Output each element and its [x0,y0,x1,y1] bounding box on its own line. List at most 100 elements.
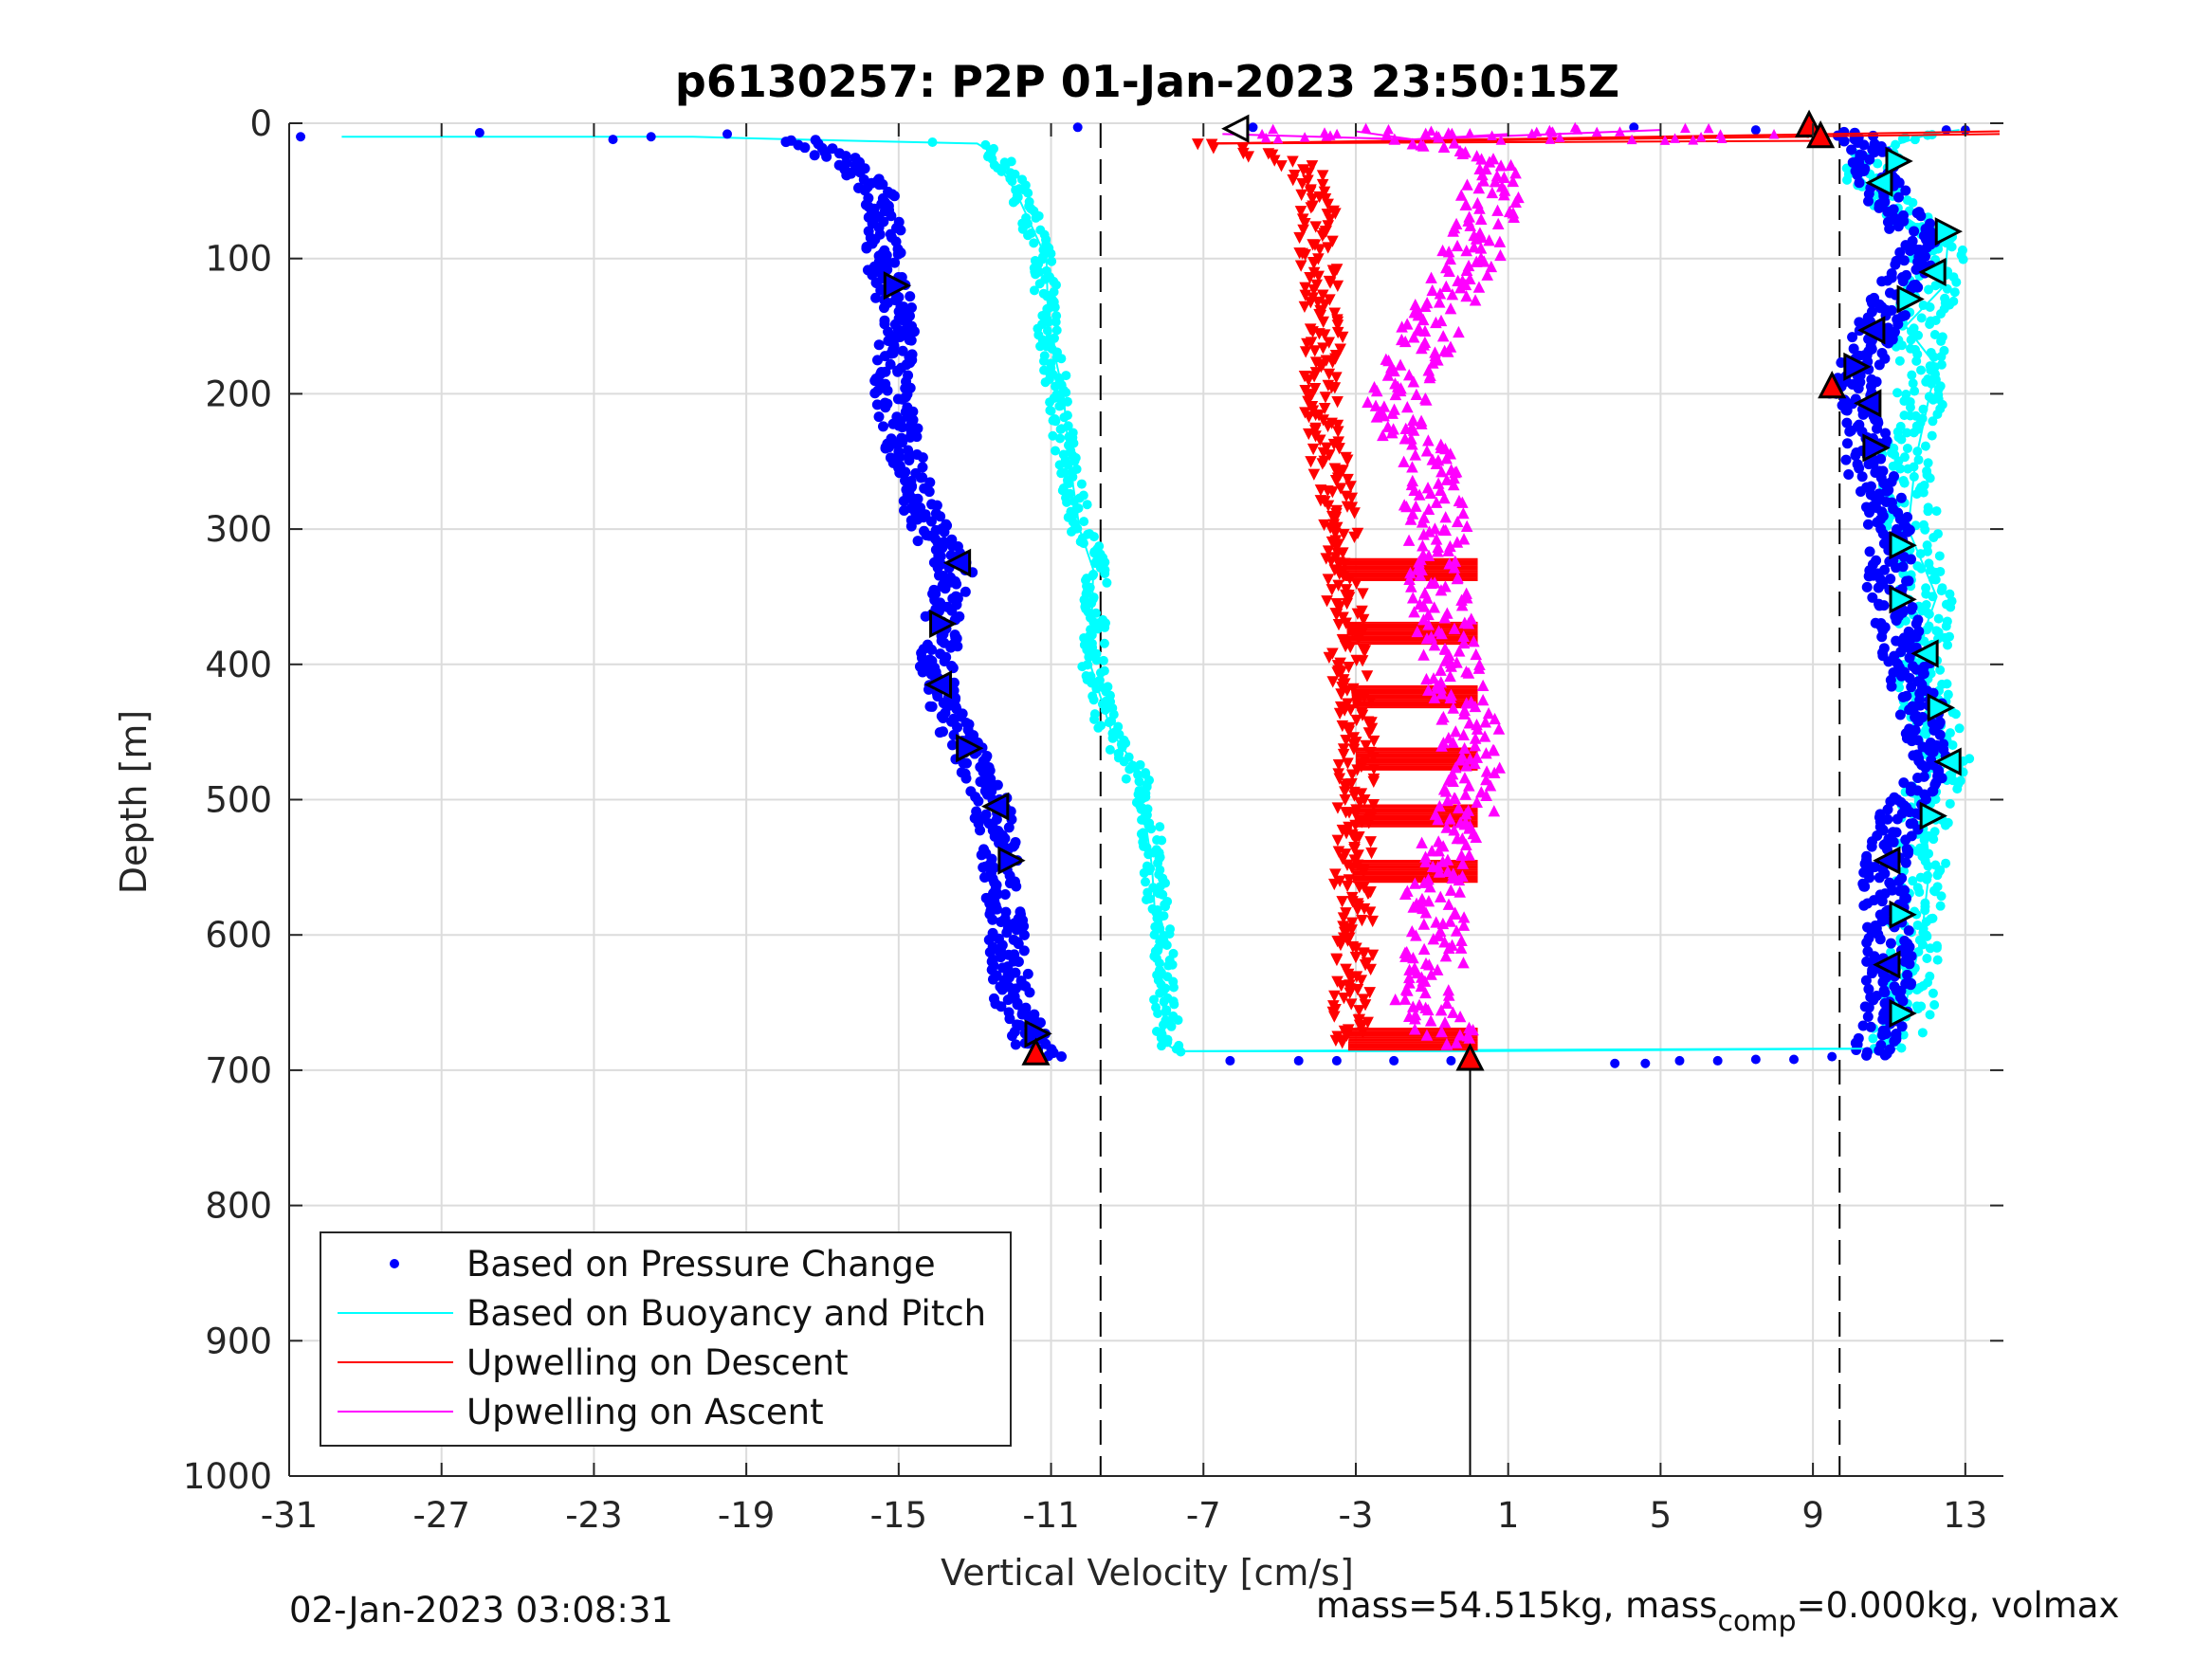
upwelling-ascent-point [1427,933,1440,945]
upwelling-descent-point [1343,661,1355,674]
upwelling-ascent-point [1460,289,1472,302]
pressure-change-point [946,739,958,751]
buoyancy-point [1908,197,1918,208]
buoyancy-point [1153,1008,1163,1018]
pressure-change-point [924,701,936,712]
pressure-change-point [1856,471,1868,483]
upwelling-descent-point [1322,198,1334,210]
upwelling-descent-point [1309,221,1323,233]
upwelling-ascent-point [1437,523,1450,536]
pressure-change-point [1891,615,1902,627]
pressure-change-point [1610,1058,1620,1068]
pressure-change-point [1876,1030,1888,1041]
upwelling-ascent-point [1325,130,1336,140]
pressure-change-point [1838,136,1850,147]
buoyancy-point [1891,139,1901,150]
upwelling-ascent-point [1450,1036,1463,1048]
pressure-change-point [1874,359,1885,371]
upwelling-ascent-point [1433,296,1446,308]
upwelling-ascent-point [1361,122,1372,134]
upwelling-ascent-point [1398,335,1412,348]
pressure-change-point [1001,927,1013,939]
buoyancy-point [1128,762,1139,773]
upwelling-descent-point [1363,987,1377,999]
buoyancy-point [1929,352,1939,362]
pressure-change-point [1891,827,1902,838]
buoyancy-point [1958,254,1968,264]
pressure-change-point [952,641,963,652]
pressure-change-point [973,795,984,807]
upwelling-ascent-point [1398,887,1412,901]
pressure-change-point [870,292,882,303]
pressure-change-point [646,132,656,142]
upwelling-descent-point [1335,688,1347,701]
pressure-change-point [1877,1013,1889,1025]
pressure-change-point [1827,1051,1837,1062]
upwelling-ascent-point [1407,413,1419,426]
pressure-change-point [1902,969,1913,980]
upwelling-descent-point [1293,231,1306,245]
pressure-change-point [1750,125,1761,136]
upwelling-ascent-point [1434,890,1447,902]
pressure-change-point [1640,1058,1651,1068]
pressure-change-point [1900,834,1911,846]
upwelling-ascent-point [1431,130,1442,140]
upwelling-ascent-point [1260,132,1271,143]
upwelling-ascent-point [1410,929,1422,941]
upwelling-descent-point [1341,698,1354,710]
buoyancy-point [1084,652,1094,663]
pressure-change-point [1906,604,1917,615]
upwelling-ascent-point [1406,137,1419,150]
upwelling-descent-point [1275,160,1288,173]
upwelling-descent-point [1348,843,1361,856]
upwelling-descent-point [1344,972,1358,985]
y-tick-label: 400 [205,645,272,685]
upwelling-descent-point [1320,553,1333,565]
upwelling-ascent-point [1319,127,1330,137]
upwelling-ascent-point [1424,486,1437,500]
buoyancy-point [1888,461,1898,471]
pressure-change-point [869,388,881,399]
upwelling-descent-point [1318,329,1331,341]
buoyancy-point [1045,397,1055,408]
buoyancy-point [1933,613,1944,624]
buoyancy-point [1029,285,1039,296]
pressure-change-point [904,455,915,466]
buoyancy-point [1069,496,1079,506]
upwelling-ascent-point [1400,501,1413,513]
buoyancy-point [1947,739,1958,750]
buoyancy-point [1040,377,1051,388]
buoyancy-point [1048,430,1058,441]
pressure-change-point [1840,454,1852,465]
upwelling-descent-point [1242,151,1255,163]
upwelling-descent-point [1314,434,1326,447]
pressure-change-point [1917,668,1929,680]
x-tick-labels: -31 -27 -23 -19 -15 -11 -7 -3 1 5 9 13 [261,1495,1988,1536]
marker-triangle-right [956,734,984,763]
upwelling-descent-point [1322,500,1335,512]
pressure-change-point [1884,223,1895,234]
upwelling-descent-point [1322,545,1335,557]
upwelling-descent-point [1342,935,1354,947]
x-tick-label: -23 [565,1495,622,1536]
upwelling-ascent-point [1299,132,1310,142]
pressure-change-point [1895,492,1907,503]
buoyancy-point [1159,996,1169,1007]
buoyancy-point [1076,479,1087,489]
pressure-change-point [1789,1054,1800,1065]
pressure-change-point [1905,786,1916,797]
buoyancy-point [1922,625,1932,635]
upwelling-ascent-point [1417,918,1431,930]
upwelling-ascent-point [1424,881,1436,893]
upwelling-ascent-point [1448,471,1460,484]
upwelling-descent-point [1359,999,1372,1012]
buoyancy-point [1922,931,1932,941]
buoyancy-point [1051,325,1062,336]
upwelling-ascent-point [1450,907,1462,921]
upwelling-descent-point [1327,267,1341,280]
upwelling-descent-point [1326,676,1340,688]
upwelling-ascent-point [1441,793,1454,807]
buoyancy-point [1142,895,1152,905]
marker-triangle-up [1795,109,1824,137]
